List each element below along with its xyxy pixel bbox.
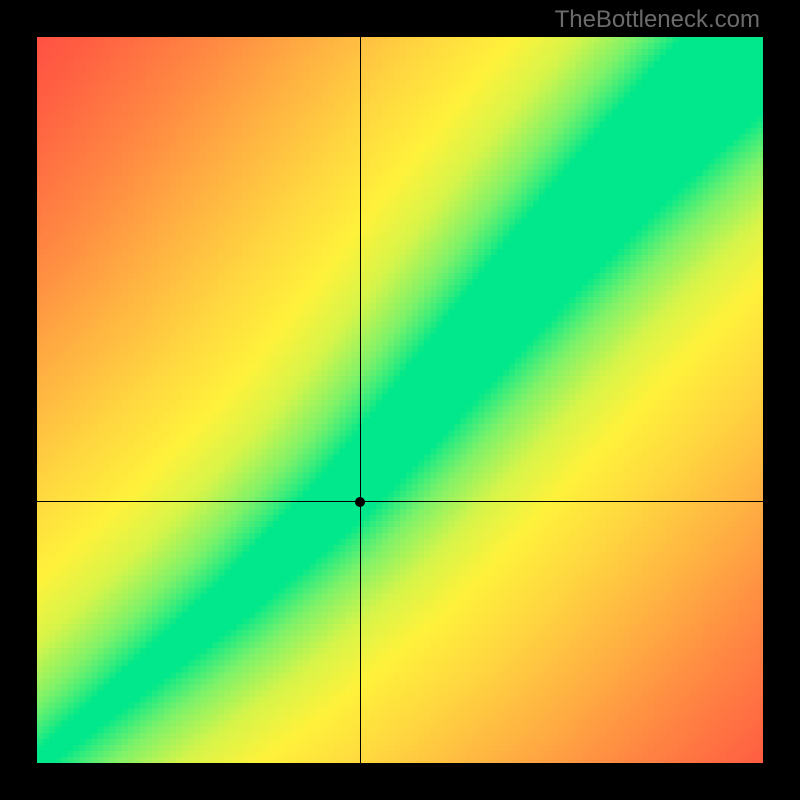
heatmap-canvas [37,37,763,763]
plot-area [37,37,763,763]
watermark-label: TheBottleneck.com [555,6,760,34]
figure-root: TheBottleneck.com [0,0,800,800]
